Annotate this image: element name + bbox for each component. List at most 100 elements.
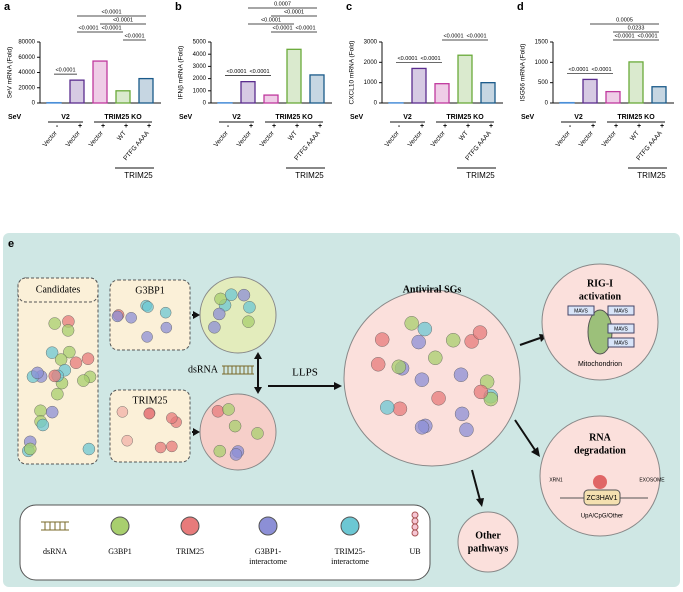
legend-label: TRIM25- [335, 547, 366, 556]
trim25-icon [593, 475, 607, 489]
legend-icon [341, 517, 359, 535]
rna-degradation-label: degradation [574, 445, 626, 456]
particle [49, 318, 61, 330]
treatment-sign: + [443, 123, 447, 130]
y-axis-label: IFNβ mRNA (Fold) [178, 46, 185, 100]
y-tick-label: 5000 [193, 40, 207, 46]
legend-icon [111, 517, 129, 535]
rig1-label: activation [579, 291, 622, 302]
rig1-label: RIG-I [587, 278, 613, 289]
bar [139, 79, 153, 103]
legend-icon [41, 522, 69, 530]
particle [144, 408, 155, 419]
significance-label: <0.0001 [249, 69, 269, 75]
panel-letter: a [4, 1, 11, 13]
dsrna-label: dsRNA [188, 364, 219, 375]
particle [454, 368, 468, 382]
y-tick-label: 4000 [193, 52, 207, 58]
particle [142, 302, 153, 313]
bar [629, 62, 643, 103]
treatment-label: SeV [8, 114, 22, 121]
legend-label: interactome [249, 557, 287, 566]
particle [62, 324, 74, 336]
group-label: TRIM25 KO [104, 114, 142, 121]
y-tick-label: 2000 [364, 60, 378, 66]
significance-label: <0.0001 [124, 33, 144, 39]
treatment-sign: - [398, 123, 401, 130]
group-label: V2 [403, 114, 412, 121]
particle [214, 445, 226, 457]
treatment-sign: + [318, 123, 322, 130]
mavs-label: MAVS [614, 308, 628, 314]
particle [474, 385, 488, 399]
treatment-sign: + [489, 123, 493, 130]
legend-label: interactome [331, 557, 369, 566]
particle [212, 405, 224, 417]
legend-icon [412, 530, 418, 536]
particle [405, 316, 419, 330]
significance-label: <0.0001 [443, 33, 463, 39]
panel-letter: c [346, 1, 352, 13]
particle [160, 307, 171, 318]
bar [241, 82, 255, 103]
significance-label: <0.0001 [78, 25, 98, 31]
treatment-label: SeV [350, 114, 364, 121]
legend-icon [412, 512, 418, 518]
particle [415, 420, 429, 434]
significance-label: <0.0001 [272, 25, 292, 31]
group-label: V2 [232, 114, 241, 121]
other-pathways-circle [458, 512, 518, 572]
candidates-label: Candidates [36, 284, 81, 295]
subgroup-label: TRIM25 [637, 171, 666, 180]
treatment-sign: - [227, 123, 230, 130]
significance-label: <0.0001 [420, 56, 440, 62]
exosome-label: EXOSOME [639, 477, 665, 483]
particle [70, 357, 82, 369]
particle [117, 406, 128, 417]
particle [142, 331, 153, 342]
particle [415, 373, 429, 387]
particle [112, 311, 123, 322]
y-tick-label: 1000 [535, 60, 549, 66]
particle [392, 360, 406, 374]
particle [49, 370, 61, 382]
mavs-label: MAVS [614, 340, 628, 346]
significance-label: 0.0005 [616, 17, 633, 23]
group-label: TRIM25 KO [275, 114, 313, 121]
particle [55, 354, 67, 366]
particle [155, 442, 166, 453]
bar [264, 95, 278, 103]
treatment-label: SeV [521, 114, 535, 121]
particle [223, 403, 235, 415]
treatment-sign: + [124, 123, 128, 130]
bar [481, 83, 495, 103]
y-tick-label: 0 [374, 101, 378, 107]
subgroup-label: TRIM25 [124, 171, 153, 180]
x-tick-label: Vector [555, 129, 573, 148]
xrn1-label: XRN1 [549, 477, 563, 483]
significance-label: <0.0001 [284, 9, 304, 15]
treatment-sign: + [420, 123, 424, 130]
x-tick-label: Vector [601, 129, 619, 148]
significance-label: <0.0001 [614, 33, 634, 39]
x-tick-label: WT [458, 130, 470, 142]
treatment-sign: + [660, 123, 664, 130]
x-tick-label: Vector [65, 129, 83, 148]
bar [412, 68, 426, 103]
legend-label: G3BP1- [255, 547, 282, 556]
particle [31, 367, 43, 379]
significance-label: <0.0001 [397, 56, 417, 62]
particle [37, 419, 49, 431]
particle [380, 400, 394, 414]
treatment-sign: + [78, 123, 82, 130]
y-tick-label: 80000 [18, 40, 35, 46]
y-tick-label: 3000 [193, 64, 207, 70]
bar [458, 55, 472, 103]
y-tick-label: 500 [538, 80, 549, 86]
particle [393, 402, 407, 416]
bar [70, 80, 84, 103]
treatment-sign: + [147, 123, 151, 130]
